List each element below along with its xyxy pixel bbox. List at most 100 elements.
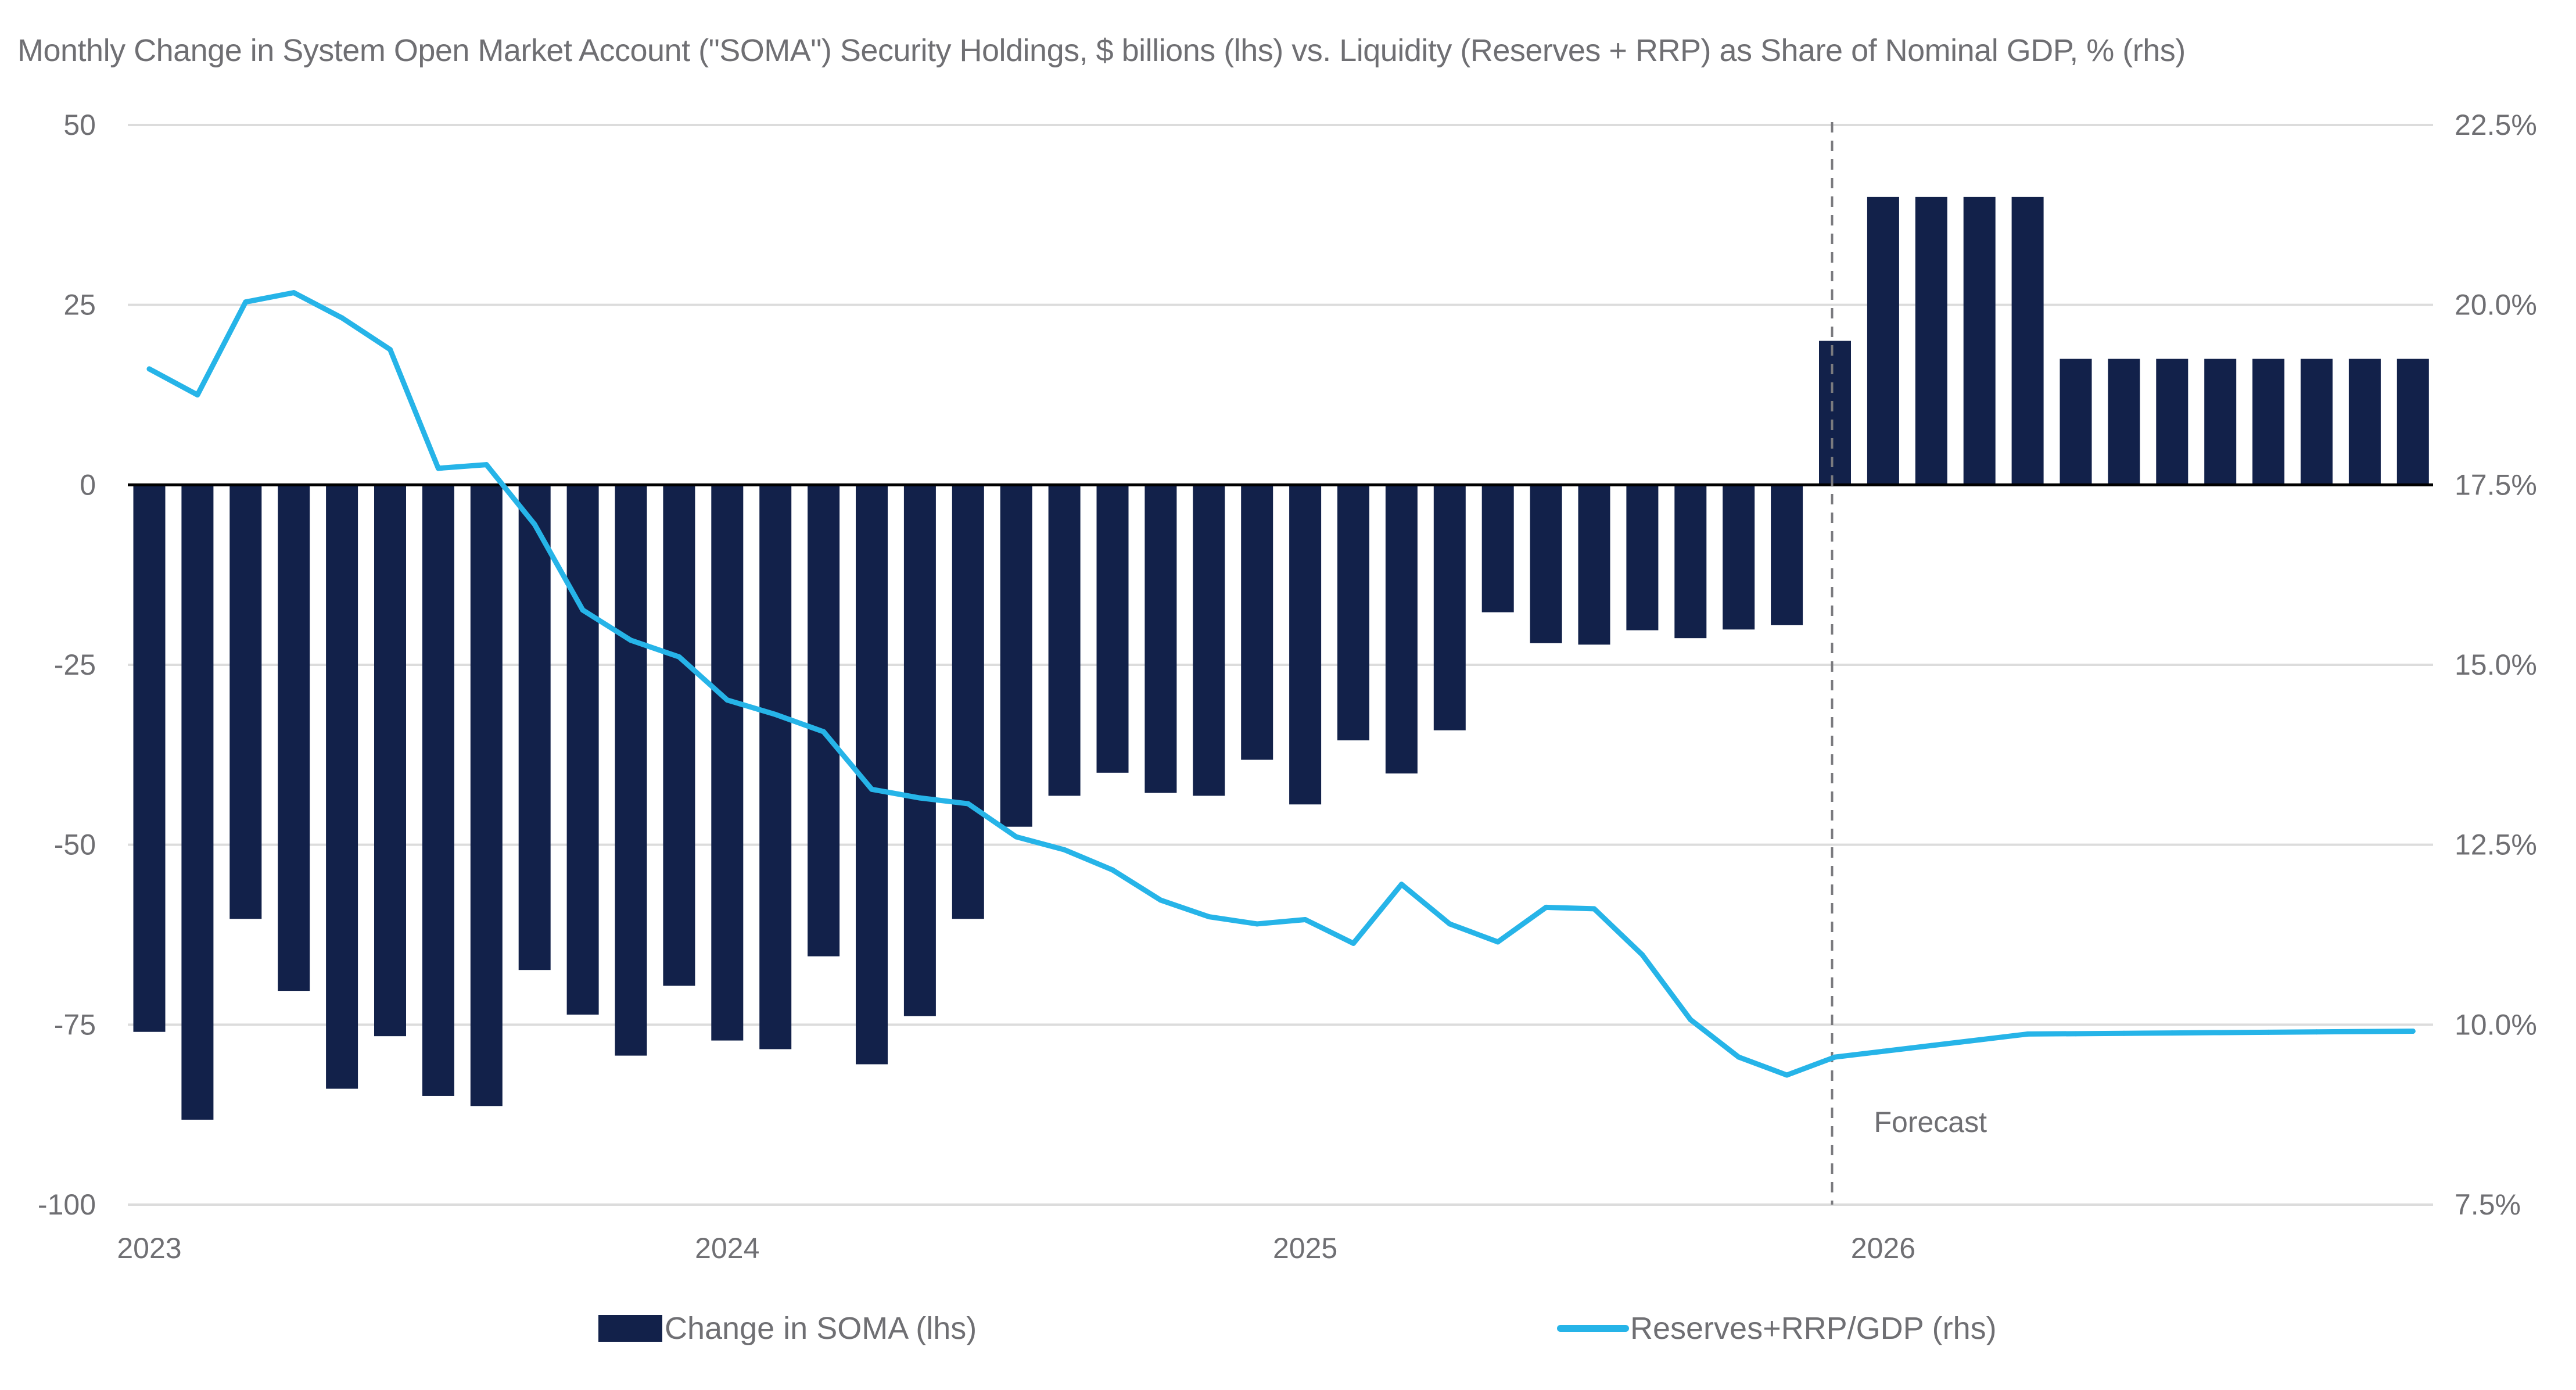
bar-soma-change xyxy=(1481,485,1514,612)
bar-soma-change xyxy=(1096,485,1129,773)
left-axis-tick-label: 25 xyxy=(63,289,96,321)
right-axis-tick-label: 17.5% xyxy=(2455,468,2537,501)
x-axis-tick-label: 2024 xyxy=(695,1232,759,1264)
bar-soma-change xyxy=(326,485,358,1089)
bar-soma-change xyxy=(518,485,551,970)
right-axis-tick-label: 22.5% xyxy=(2455,109,2537,141)
bar-soma-change xyxy=(1530,485,1562,643)
line-point-reserves-rrp-gdp xyxy=(1736,1054,1742,1060)
line-point-reserves-rrp-gdp xyxy=(1206,914,1212,920)
left-axis-tick-label: 0 xyxy=(80,468,96,501)
bar-soma-change xyxy=(1819,341,1851,485)
bar-soma-change xyxy=(2011,196,2044,485)
line-point-reserves-rrp-gdp xyxy=(1013,834,1019,840)
line-point-reserves-rrp-gdp xyxy=(243,299,249,305)
line-point-reserves-rrp-gdp xyxy=(2025,1031,2030,1037)
bar-soma-change xyxy=(2396,359,2429,485)
line-point-reserves-rrp-gdp xyxy=(1880,1048,1886,1054)
line-point-reserves-rrp-gdp xyxy=(483,462,489,468)
left-axis-tick-label: -25 xyxy=(54,649,96,681)
bar-soma-change xyxy=(566,485,599,1015)
bar-soma-change xyxy=(181,485,214,1120)
bar-soma-change xyxy=(1193,485,1225,796)
bar-soma-change xyxy=(1145,485,1177,793)
right-axis-ticks: 22.5% 20.0% 17.5% 15.0% 12.5% 10.0% 7.5% xyxy=(2455,109,2537,1221)
bar-soma-change xyxy=(133,485,166,1032)
legend-item-soma: Change in SOMA (lhs) xyxy=(598,1310,977,1346)
line-point-reserves-rrp-gdp xyxy=(2362,1029,2367,1034)
bar-soma-change xyxy=(1626,485,1659,630)
legend-bar-swatch xyxy=(598,1315,662,1342)
line-point-reserves-rrp-gdp xyxy=(1351,940,1356,946)
line-point-reserves-rrp-gdp xyxy=(580,607,586,613)
forecast-label: Forecast xyxy=(1874,1106,1987,1138)
bar-soma-change xyxy=(1433,485,1466,730)
bar-soma-change xyxy=(1915,196,1947,485)
line-point-reserves-rrp-gdp xyxy=(388,346,393,352)
legend-label-liquidity: Reserves+RRP/GDP (rhs) xyxy=(1630,1311,1997,1346)
line-point-reserves-rrp-gdp xyxy=(773,711,778,717)
bar-soma-change xyxy=(663,485,695,986)
bar-soma-change xyxy=(1674,485,1707,639)
bar-soma-change xyxy=(2060,359,2092,485)
bar-soma-change xyxy=(1578,485,1610,645)
line-point-reserves-rrp-gdp xyxy=(917,795,923,801)
bar-soma-change xyxy=(2252,359,2285,485)
bar-soma-change xyxy=(1048,485,1081,796)
line-point-reserves-rrp-gdp xyxy=(1543,904,1549,910)
line-point-reserves-rrp-gdp xyxy=(195,392,200,397)
left-axis-tick-label: -100 xyxy=(38,1188,96,1221)
line-point-reserves-rrp-gdp xyxy=(1303,916,1308,922)
line-point-reserves-rrp-gdp xyxy=(1061,847,1067,852)
left-axis-tick-label: -75 xyxy=(54,1008,96,1041)
line-point-reserves-rrp-gdp xyxy=(2169,1030,2175,1036)
bar-soma-change xyxy=(1723,485,1755,630)
left-axis-tick-label: 50 xyxy=(63,109,96,141)
line-point-reserves-rrp-gdp xyxy=(435,465,441,471)
line-point-reserves-rrp-gdp xyxy=(146,366,152,372)
line-point-reserves-rrp-gdp xyxy=(532,521,537,527)
bar-soma-change xyxy=(952,485,984,919)
line-point-reserves-rrp-gdp xyxy=(339,315,345,321)
legend-item-liquidity: Reserves+RRP/GDP (rhs) xyxy=(1557,1310,1997,1346)
chart-title: Monthly Change in System Open Market Acc… xyxy=(17,33,2186,68)
line-point-reserves-rrp-gdp xyxy=(1495,939,1501,945)
bar-soma-change xyxy=(229,485,262,919)
bars xyxy=(133,196,2429,1120)
bar-soma-change xyxy=(615,485,647,1056)
line-point-reserves-rrp-gdp xyxy=(1447,921,1452,927)
line-point-reserves-rrp-gdp xyxy=(2121,1030,2127,1036)
line-point-reserves-rrp-gdp xyxy=(2073,1031,2079,1037)
bar-soma-change xyxy=(1963,196,1996,485)
bar-soma-change xyxy=(1385,485,1418,774)
line-point-reserves-rrp-gdp xyxy=(2218,1030,2223,1036)
x-axis-ticks: 2023 2024 2025 2026 xyxy=(117,1232,1915,1264)
bar-soma-change xyxy=(2301,359,2333,485)
line-point-reserves-rrp-gdp xyxy=(291,290,297,296)
line-point-reserves-rrp-gdp xyxy=(1254,921,1260,927)
line-point-reserves-rrp-gdp xyxy=(965,801,971,807)
bar-soma-change xyxy=(903,485,936,1016)
line-point-reserves-rrp-gdp xyxy=(1398,882,1404,887)
line-point-reserves-rrp-gdp xyxy=(1158,897,1164,903)
bar-soma-change xyxy=(470,485,503,1106)
line-point-reserves-rrp-gdp xyxy=(1639,952,1645,958)
line-point-reserves-rrp-gdp xyxy=(1832,1054,1838,1060)
right-axis-tick-label: 7.5% xyxy=(2455,1188,2521,1221)
line-point-reserves-rrp-gdp xyxy=(676,654,682,660)
line-point-reserves-rrp-gdp xyxy=(724,697,730,703)
right-axis-tick-label: 10.0% xyxy=(2455,1008,2537,1041)
line-points xyxy=(146,290,2416,1078)
x-axis-tick-label: 2026 xyxy=(1851,1232,1915,1264)
line-point-reserves-rrp-gdp xyxy=(1928,1042,1934,1048)
line-point-reserves-rrp-gdp xyxy=(821,729,827,735)
line-point-reserves-rrp-gdp xyxy=(1688,1017,1694,1023)
left-axis-tick-label: -50 xyxy=(54,829,96,861)
bar-soma-change xyxy=(1241,485,1273,760)
line-point-reserves-rrp-gdp xyxy=(869,786,874,792)
x-axis-tick-label: 2023 xyxy=(117,1232,181,1264)
legend-line-swatch xyxy=(1557,1325,1629,1332)
bar-soma-change xyxy=(1000,485,1032,827)
line-point-reserves-rrp-gdp xyxy=(2410,1028,2416,1034)
